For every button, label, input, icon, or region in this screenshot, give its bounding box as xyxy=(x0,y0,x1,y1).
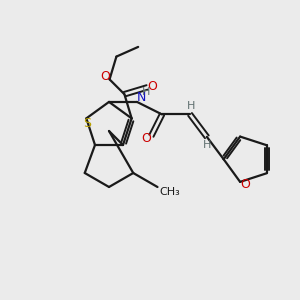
Text: O: O xyxy=(142,132,151,145)
Text: H: H xyxy=(203,140,211,150)
Text: O: O xyxy=(240,178,250,191)
Text: S: S xyxy=(83,117,91,130)
Text: O: O xyxy=(100,70,110,83)
Text: H: H xyxy=(187,101,195,111)
Text: O: O xyxy=(147,80,157,93)
Text: CH₃: CH₃ xyxy=(160,187,180,197)
Text: N: N xyxy=(136,92,146,104)
Text: H: H xyxy=(142,87,150,97)
